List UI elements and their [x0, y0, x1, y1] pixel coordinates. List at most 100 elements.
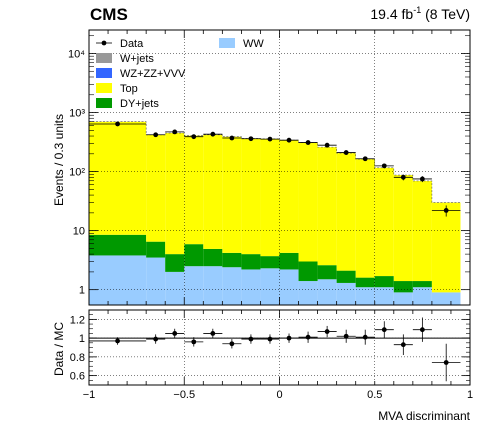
series-dy-jets	[89, 234, 432, 293]
lumi-label: 19.4 fb-1 (8 TeV)	[370, 5, 470, 22]
data-point	[305, 140, 311, 145]
bar	[298, 281, 318, 305]
bar	[146, 257, 166, 305]
bar	[184, 266, 204, 305]
ratio-y-tick-label: 1.2	[70, 314, 85, 326]
legend-label: W+jets	[120, 53, 154, 65]
data-point	[286, 137, 292, 143]
bar	[431, 292, 461, 305]
bar	[336, 282, 356, 305]
y-tick-label: 10²	[69, 167, 85, 179]
bar	[393, 292, 413, 305]
bar	[89, 121, 147, 235]
series-ww	[89, 255, 461, 305]
ratio-point	[210, 331, 216, 336]
bar	[165, 271, 185, 305]
bar	[146, 241, 166, 258]
data-point	[172, 129, 178, 135]
bar	[374, 167, 394, 277]
ratio-y-tick-label: 0.6	[70, 371, 85, 383]
bar	[203, 248, 223, 267]
data-point	[191, 134, 197, 140]
x-tick-label: −1	[83, 389, 96, 401]
bar	[431, 202, 461, 293]
data-point	[443, 208, 449, 213]
bar	[260, 138, 280, 257]
bar	[279, 269, 299, 305]
legend-swatch	[96, 83, 112, 93]
ratio-panel: 0.6 0.8 1 1.2 −1 −0.5 0 0.5 1	[70, 309, 473, 401]
bar	[184, 135, 204, 245]
series-top	[89, 121, 461, 293]
data-point	[381, 163, 387, 169]
ratio-point	[443, 360, 449, 365]
ratio-point	[248, 336, 254, 342]
ratio-y-tick-label: 0.8	[70, 352, 85, 364]
legend: Data W+jets WZ+ZZ+VVV Top DY+jets WW	[96, 38, 264, 110]
bar	[317, 265, 337, 280]
y-tick-label: 1	[79, 285, 85, 297]
bar	[336, 153, 356, 271]
data-point	[115, 121, 120, 127]
data-point	[400, 174, 406, 180]
data-point	[229, 135, 235, 141]
data-point	[362, 156, 368, 162]
bar	[222, 136, 242, 253]
bar	[279, 252, 299, 270]
data-point	[419, 176, 425, 182]
bar	[165, 133, 185, 255]
bar	[317, 147, 337, 266]
ratio-point	[419, 327, 425, 333]
data-point	[248, 136, 254, 142]
ratio-point	[172, 331, 178, 336]
ratio-point	[153, 336, 159, 342]
bar	[241, 254, 261, 270]
bar	[203, 266, 223, 305]
bar	[393, 281, 413, 293]
data-point	[210, 131, 216, 137]
series-data	[89, 121, 461, 217]
legend-swatch	[219, 38, 235, 48]
bar	[317, 279, 337, 305]
x-tick-label: 0	[276, 389, 282, 401]
bar	[374, 276, 394, 288]
ratio-y-axis-label: Data / MC	[52, 322, 66, 376]
bar	[222, 252, 242, 268]
data-point	[267, 136, 273, 142]
bar	[298, 261, 318, 282]
legend-label: Top	[120, 83, 138, 95]
bar	[298, 142, 318, 262]
legend-label: WZ+ZZ+VVV	[120, 68, 186, 80]
data-point	[343, 150, 349, 155]
legend-label: WW	[243, 38, 264, 50]
x-tick-label: −0.5	[173, 389, 195, 401]
legend-swatch	[96, 98, 112, 108]
ratio-point	[229, 341, 235, 347]
bar	[412, 281, 432, 288]
y-tick-label: 10⁴	[68, 48, 85, 60]
bar	[374, 287, 394, 305]
main-panel: 1 10 10² 10³ 10⁴ Data W+jets WZ+ZZ+VVV Top DY+jet…	[68, 29, 471, 306]
bar	[355, 277, 375, 288]
bar	[184, 244, 204, 267]
legend-swatch	[96, 53, 112, 63]
ratio-point	[267, 336, 273, 342]
bar	[355, 287, 375, 305]
bar	[336, 270, 356, 283]
bar	[412, 287, 432, 305]
bar	[89, 234, 147, 256]
bar	[412, 180, 432, 282]
legend-swatch	[96, 68, 112, 78]
bar	[355, 159, 375, 278]
bar	[260, 268, 280, 305]
ratio-point	[324, 329, 330, 334]
ratio-point	[286, 335, 292, 341]
bar	[146, 134, 166, 242]
bar	[241, 138, 261, 255]
bar	[241, 269, 261, 305]
bar	[89, 255, 147, 305]
data-point	[153, 132, 159, 138]
y-tick-label: 10	[73, 226, 85, 238]
x-axis-label: MVA discriminant	[378, 409, 470, 423]
